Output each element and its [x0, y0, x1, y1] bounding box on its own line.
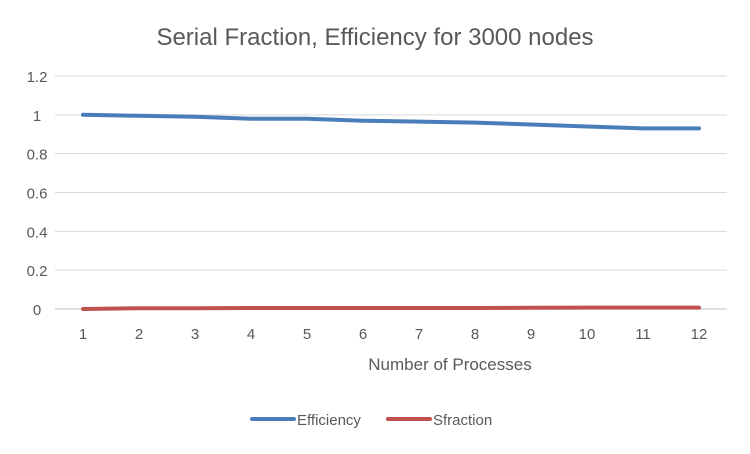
x-tick-label: 12 — [691, 326, 708, 343]
y-tick-label: 1 — [33, 108, 41, 125]
x-tick-label: 4 — [247, 326, 255, 343]
y-tick-label: 0.4 — [27, 224, 48, 241]
x-tick-label: 9 — [527, 326, 535, 343]
x-tick-label: 2 — [135, 326, 143, 343]
x-tick-label: 8 — [471, 326, 479, 343]
x-tick-label: 3 — [191, 326, 199, 343]
x-tick-label: 11 — [635, 326, 651, 343]
y-axis: 0 0.2 0.4 0.6 0.8 1 1.2 — [27, 69, 48, 319]
x-axis: 1 2 3 4 5 6 7 8 9 10 11 12 — [79, 326, 708, 343]
y-tick-label: 0.2 — [27, 263, 48, 280]
legend: Efficiency Sfraction — [250, 412, 492, 429]
series-lines — [81, 112, 701, 311]
y-tick-label: 0 — [33, 302, 41, 319]
chart-title: Serial Fraction, Efficiency for 3000 nod… — [156, 24, 593, 51]
series-line-efficiency — [81, 112, 701, 131]
x-tick-label: 10 — [579, 326, 596, 343]
y-tick-label: 0.6 — [27, 186, 48, 203]
legend-label-sfraction: Sfraction — [433, 412, 492, 429]
legend-label-efficiency: Efficiency — [297, 412, 361, 429]
x-tick-label: 5 — [303, 326, 311, 343]
series-line-sfraction — [81, 305, 701, 311]
x-axis-title: Number of Processes — [368, 355, 531, 374]
x-tick-label: 1 — [79, 326, 87, 343]
y-tick-label: 1.2 — [27, 69, 48, 86]
x-tick-label: 6 — [359, 326, 367, 343]
y-tick-label: 0.8 — [27, 147, 48, 164]
x-tick-label: 7 — [415, 326, 423, 343]
